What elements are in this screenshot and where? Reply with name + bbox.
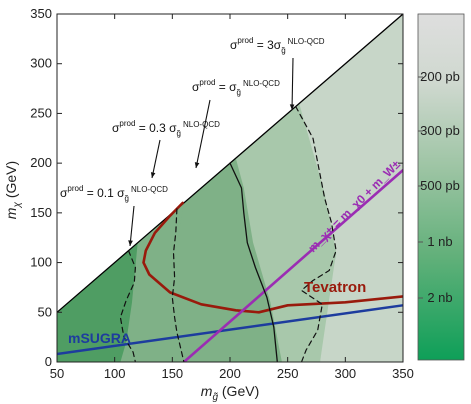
arrow-head [128,240,133,246]
y-tick-label: 50 [38,304,52,319]
cross-section-annotation: σprod = 3σg̃NLO-QCD [230,36,325,55]
colorbar-gradient [417,13,465,361]
colorbar-label: 2 nb [427,290,452,305]
y-tick-label: 250 [30,105,52,120]
cross-section-annotation: σprod = 0.1 σg̃NLO-QCD [60,184,168,203]
x-tick-label: 350 [392,366,414,381]
x-tick-label: 250 [277,366,299,381]
arrow-head [194,162,200,168]
cross-section-annotation: σprod = σg̃NLO-QCD [192,78,280,97]
w-mass-line [182,168,403,362]
colorbar-labels: 200 pb 300 pb 500 pb 1 nb 2 nb [418,69,460,305]
y-tick-label: 0 [45,354,52,369]
x-tick-label: 200 [219,366,241,381]
y-tick-label: 350 [30,6,52,21]
msugra-label: mSUGRA [68,330,131,346]
colorbar-label: 200 pb [420,69,460,84]
annotation-arrow [129,205,135,247]
annotation-arrow [291,57,294,111]
arrow-head [150,172,156,178]
y-tick-label: 200 [30,155,52,170]
y-tick-label: 100 [30,255,52,270]
colorbar: 200 pb 300 pb 500 pb 1 nb 2 nb [417,13,465,361]
tevatron-curve [142,201,403,314]
y-tick-label: 300 [30,56,52,71]
annotation-arrow [195,99,211,169]
x-tick-label: 50 [50,366,64,381]
colorbar-label: 1 nb [427,234,452,249]
axis-ticks: 50 100 150 200 250 300 35005010015020025030035… [30,6,414,381]
colorbar-label: 300 pb [420,123,460,138]
plot-area [57,14,403,362]
region-pale [299,14,403,362]
x-axis-label: mg̃ (GeV) [201,383,259,403]
cross-section-contour-dashed [119,250,136,362]
y-tick-label: 150 [30,205,52,220]
cross-section-contour-solid [229,162,278,362]
curves [57,14,403,362]
cross-section-annotation: σprod = 0.3 σg̃NLO-QCD [112,119,220,138]
annotation-arrow [151,139,161,179]
cross-section-contour-dashed [295,105,337,362]
colorbar-label: 500 pb [420,178,460,193]
cross-section-contour-dashed [171,208,185,362]
region-dark-green [57,242,138,362]
msugra-line [57,304,403,356]
annotations: σprod = 3σg̃NLO-QCD σprod = σg̃NLO-QCD σpr… [60,36,325,247]
arrow-head [289,104,295,110]
y-axis-label: mχ (GeV) [3,161,23,219]
x-tick-label: 150 [161,366,183,381]
x-tick-label: 300 [334,366,356,381]
tevatron-label: Tevatron [304,279,366,296]
x-tick-label: 100 [104,366,126,381]
